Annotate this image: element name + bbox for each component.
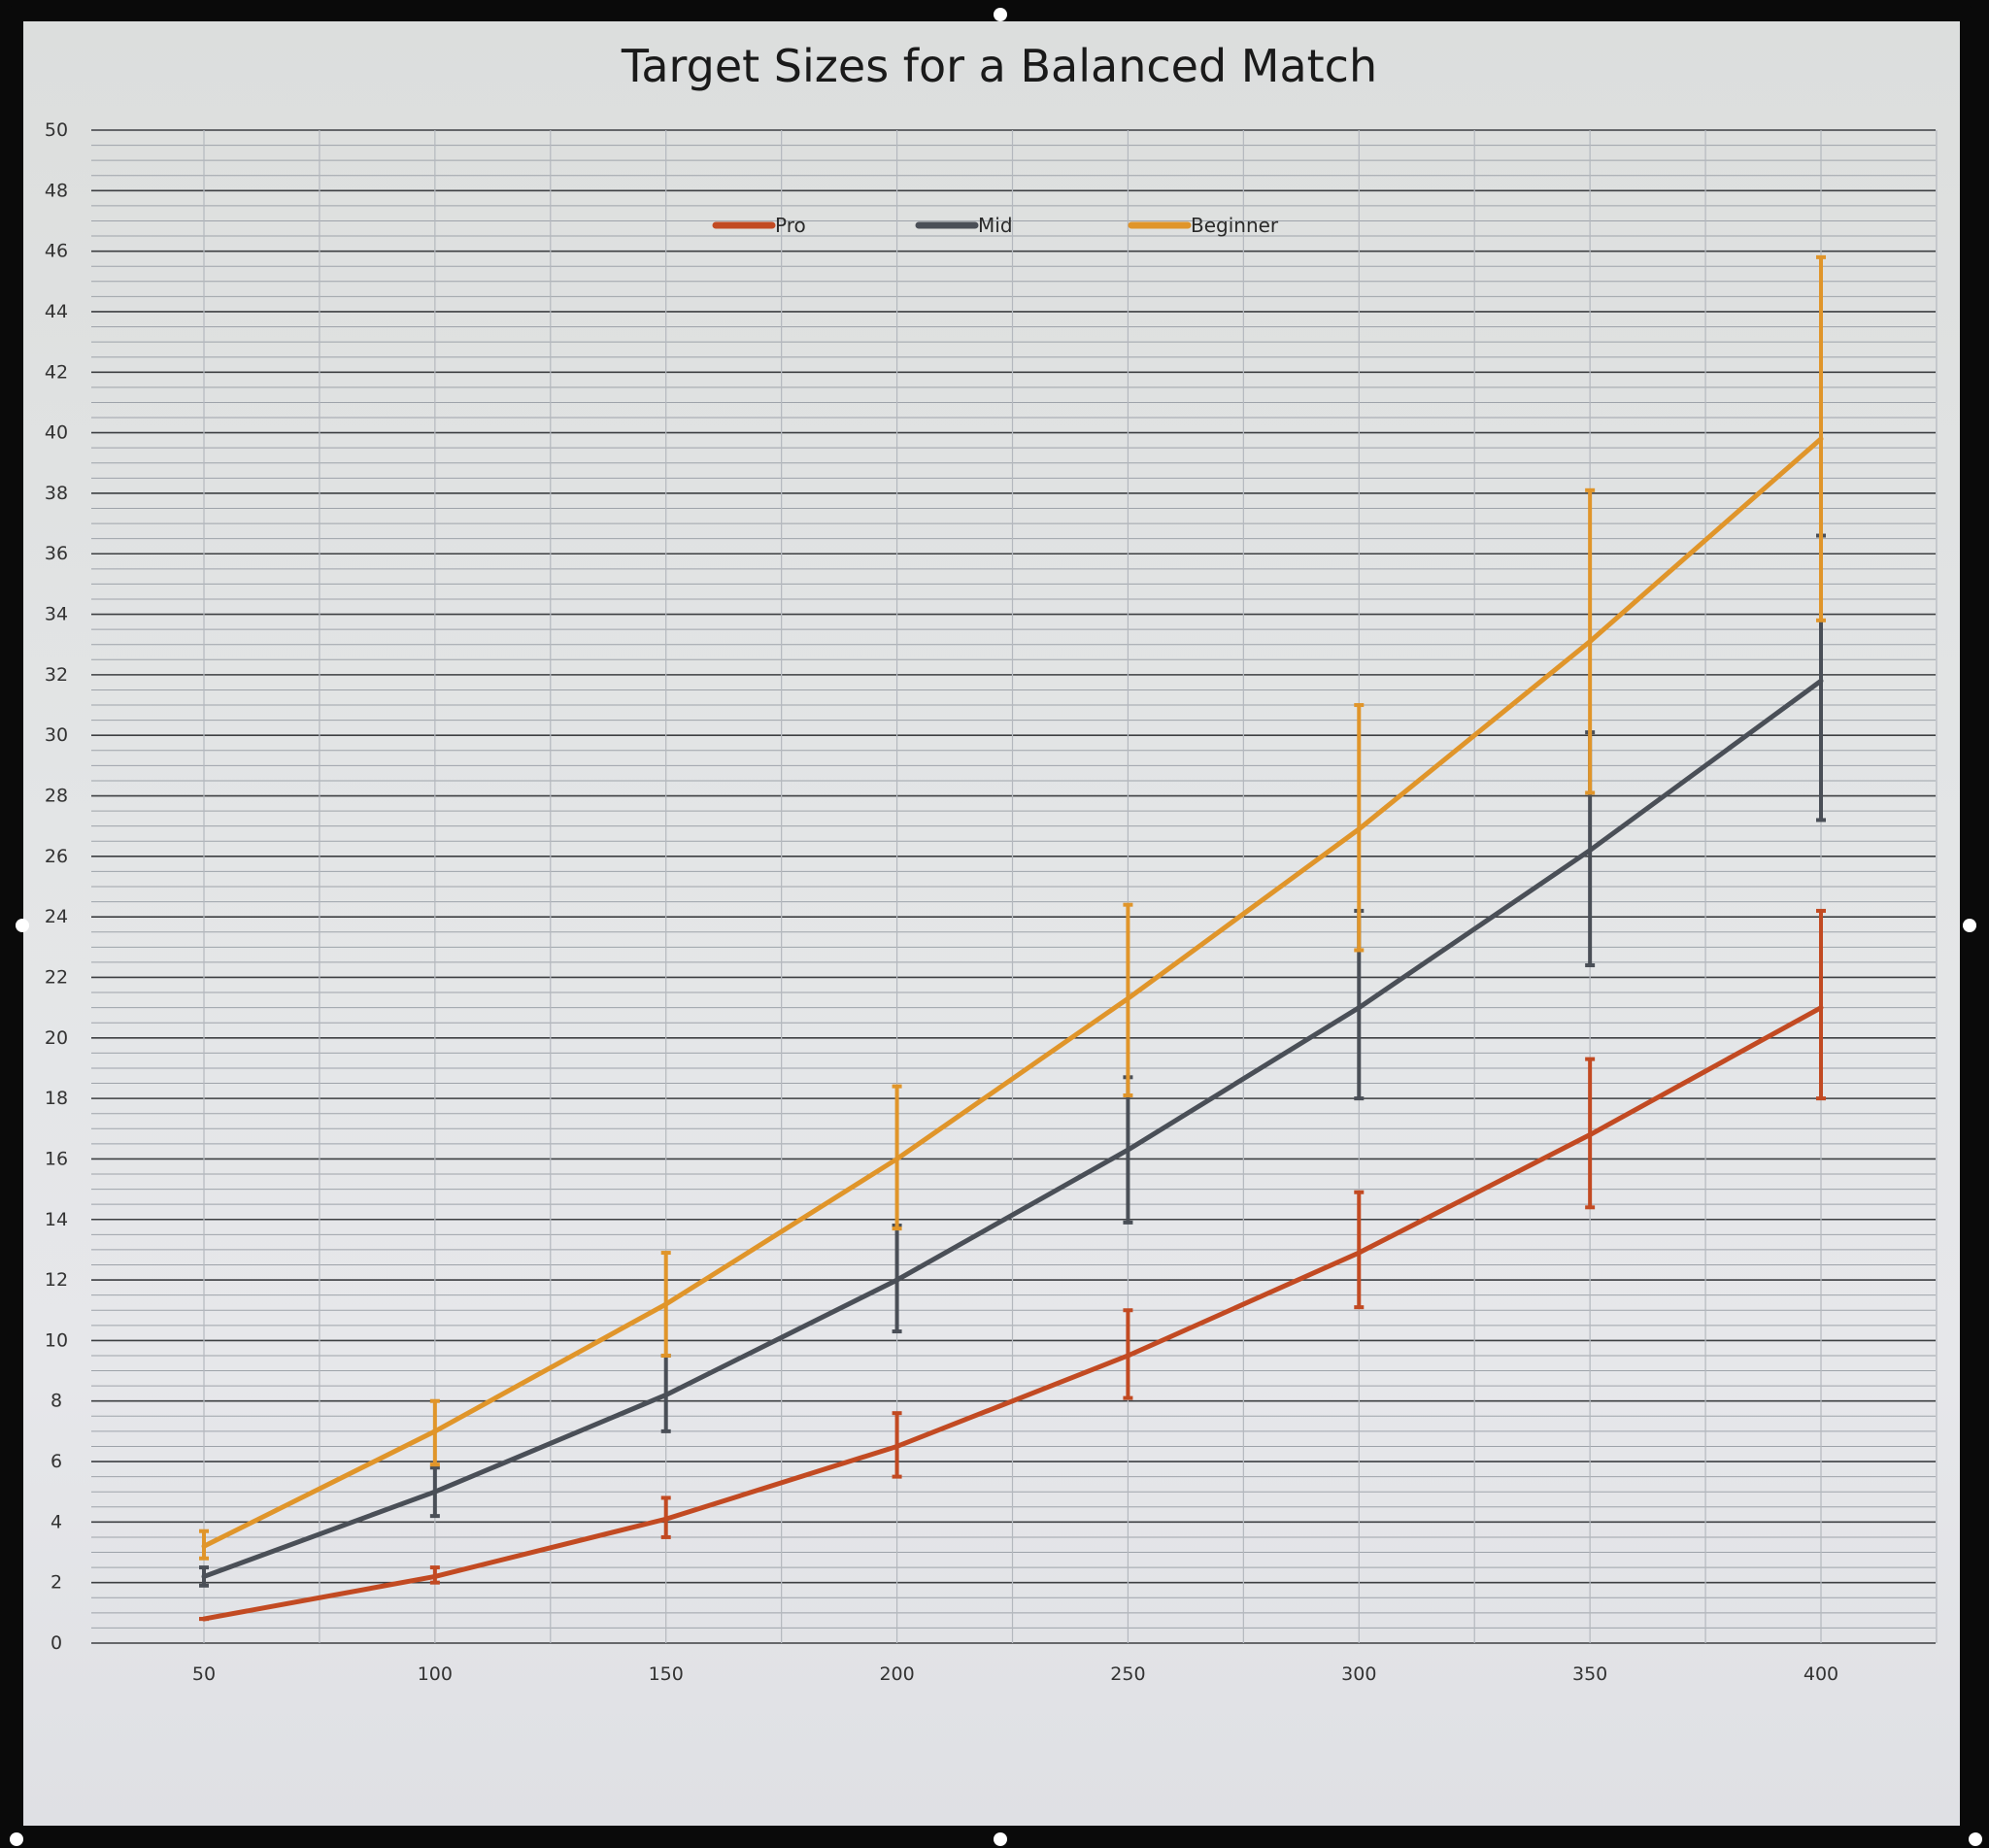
resize-handle-top[interactable]: [994, 8, 1007, 21]
data-point: [1125, 1147, 1130, 1153]
resize-handle-bottom-right[interactable]: [1969, 1832, 1982, 1846]
series-line: [202, 436, 1823, 1549]
data-point: [432, 1428, 438, 1434]
legend-label: Pro: [775, 214, 806, 237]
data-point: [663, 1301, 669, 1307]
y-tick-label: 18: [45, 1088, 68, 1109]
x-tick-label: 400: [1804, 1663, 1838, 1685]
y-tick-label: 12: [45, 1269, 68, 1291]
x-tick-label: 250: [1110, 1663, 1145, 1685]
y-tick-label: 24: [45, 906, 68, 927]
y-tick-label: 48: [45, 180, 68, 201]
series-line: [203, 1005, 1823, 1622]
y-tick-label: 28: [45, 786, 68, 807]
y-tick-label: 40: [45, 422, 68, 444]
y-tick-label: 2: [51, 1572, 62, 1594]
series-pro: [199, 908, 1826, 1622]
y-tick-label: 8: [51, 1391, 62, 1412]
plot-area: [199, 254, 1826, 1622]
y-tick-label: 22: [45, 966, 68, 988]
data-point: [1356, 1005, 1362, 1011]
data-point: [1818, 436, 1824, 442]
x-tick-label: 300: [1341, 1663, 1376, 1685]
series-line: [203, 679, 1823, 1579]
x-tick-label: 200: [879, 1663, 914, 1685]
chart-title: Target Sizes for a Balanced Match: [621, 40, 1377, 92]
y-tick-label: 42: [45, 361, 68, 383]
resize-handle-bottom-left[interactable]: [10, 1832, 23, 1846]
y-tick-label: 36: [45, 543, 68, 564]
y-tick-label: 50: [45, 119, 68, 141]
data-point: [201, 1616, 207, 1622]
y-tick-label: 14: [45, 1209, 68, 1230]
data-point: [432, 1573, 438, 1579]
y-tick-label: 6: [51, 1451, 62, 1472]
y-tick-label: 16: [45, 1148, 68, 1169]
resize-handle-bottom[interactable]: [994, 1832, 1007, 1846]
x-tick-label: 350: [1572, 1663, 1607, 1685]
y-tick-label: 20: [45, 1027, 68, 1049]
y-tick-label: 32: [45, 664, 68, 686]
data-point: [1818, 678, 1824, 684]
data-point: [201, 1573, 207, 1579]
data-point: [432, 1489, 438, 1495]
y-tick-label: 44: [45, 301, 68, 322]
data-point: [1587, 1132, 1593, 1138]
x-tick-label: 150: [649, 1663, 684, 1685]
y-tick-label: 0: [51, 1632, 62, 1654]
y-tick-label: 4: [51, 1511, 62, 1532]
data-point: [894, 1156, 900, 1161]
y-tick-label: 46: [45, 241, 68, 262]
legend[interactable]: Pro Mid Beginner: [712, 214, 1279, 237]
data-point: [663, 1392, 669, 1397]
x-tick-label: 100: [418, 1663, 453, 1685]
legend-label: Mid: [978, 214, 1013, 237]
y-tick-label: 34: [45, 604, 68, 625]
data-point: [894, 1277, 900, 1283]
y-tick-label: 10: [45, 1329, 68, 1351]
x-tick-label: 50: [192, 1663, 216, 1685]
data-point: [1125, 995, 1130, 1001]
resize-handle-left[interactable]: [16, 919, 29, 932]
y-tick-label: 30: [45, 724, 68, 746]
y-tick-label: 26: [45, 846, 68, 867]
data-point: [1125, 1353, 1130, 1359]
data-point: [663, 1516, 669, 1522]
data-point: [1818, 1005, 1824, 1011]
gridlines: [91, 129, 1938, 1644]
data-point: [1587, 848, 1593, 854]
resize-handle-right[interactable]: [1963, 919, 1976, 932]
data-point: [201, 1543, 207, 1549]
series-beginner: [199, 254, 1826, 1561]
data-point: [1587, 639, 1593, 645]
data-point: [894, 1443, 900, 1449]
axes: 0246810121416182022242628303234363840424…: [45, 119, 1838, 1685]
data-point: [1356, 1250, 1362, 1256]
y-tick-label: 38: [45, 483, 68, 504]
data-point: [1356, 826, 1362, 832]
legend-label: Beginner: [1191, 214, 1279, 237]
